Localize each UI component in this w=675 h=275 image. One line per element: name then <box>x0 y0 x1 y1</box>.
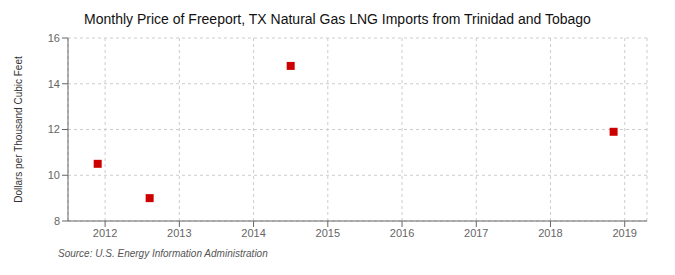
svg-text:2012: 2012 <box>93 227 117 239</box>
svg-text:2019: 2019 <box>612 227 636 239</box>
html-text:Monthly Price of Freeport, TX: Monthly Price of Freeport, TX Natural Ga… <box>84 11 591 27</box>
svg-text:2015: 2015 <box>316 227 340 239</box>
svg-text:2013: 2013 <box>167 227 191 239</box>
svg-text:14: 14 <box>48 78 60 90</box>
svg-text:12: 12 <box>48 123 60 135</box>
svg-text:8: 8 <box>54 215 60 227</box>
svg-text:10: 10 <box>48 169 60 181</box>
svg-text:2017: 2017 <box>464 227 488 239</box>
svg-text:2016: 2016 <box>390 227 414 239</box>
svg-text:16: 16 <box>48 32 60 44</box>
svg-text:2014: 2014 <box>241 227 265 239</box>
html-text:Source: U.S. Energy Informatio: Source: U.S. Energy Information Administ… <box>58 248 268 259</box>
svg-text:Dollars per Thousand Cubic Fee: Dollars per Thousand Cubic Feet <box>13 56 24 203</box>
svg-text:2018: 2018 <box>538 227 562 239</box>
